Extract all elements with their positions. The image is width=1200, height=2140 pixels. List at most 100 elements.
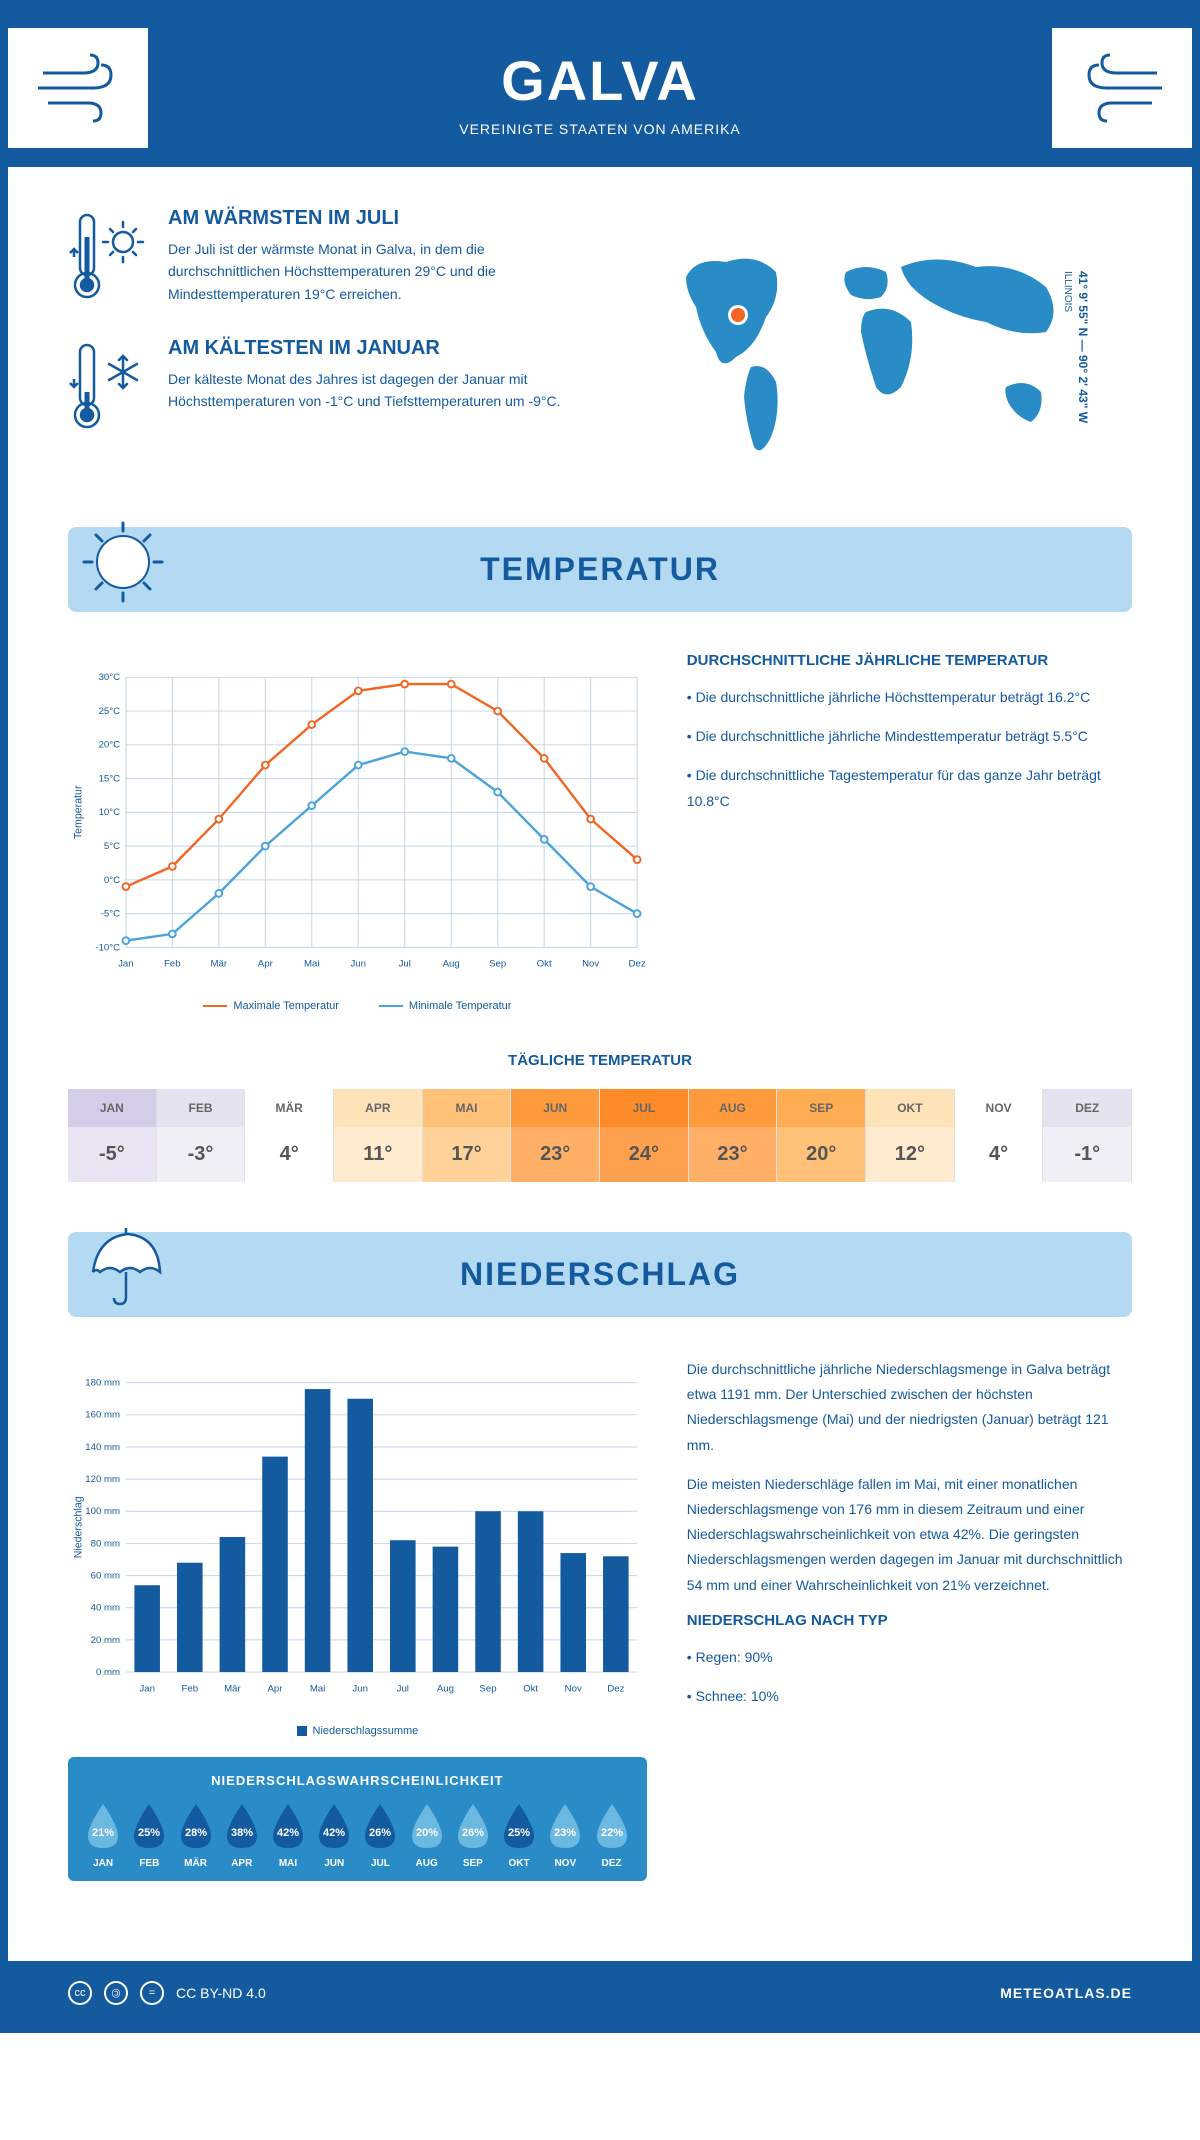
- temp-cell-month: JUL: [600, 1089, 689, 1127]
- sun-icon: [78, 517, 158, 597]
- svg-text:Dez: Dez: [607, 1683, 624, 1694]
- prob-month-label: MAI: [267, 1858, 309, 1869]
- prob-item: 38%APR: [221, 1800, 263, 1869]
- prob-month-label: AUG: [406, 1858, 448, 1869]
- temp-cell-value: 11°: [334, 1127, 423, 1182]
- temp-cell-value: 20°: [777, 1127, 866, 1182]
- temp-cell: FEB-3°: [157, 1089, 246, 1182]
- temp-cell-month: JUN: [511, 1089, 600, 1127]
- umbrella-icon: [78, 1222, 158, 1302]
- temperature-title-bar: TEMPERATUR: [68, 527, 1132, 612]
- temp-cell-value: -3°: [157, 1127, 246, 1182]
- prob-row: 21%JAN25%FEB28%MÄR38%APR42%MAI42%JUN26%J…: [80, 1800, 635, 1869]
- svg-text:Jan: Jan: [118, 959, 134, 970]
- raindrop-icon: 42%: [267, 1800, 309, 1852]
- svg-text:120 mm: 120 mm: [85, 1474, 120, 1485]
- temp-cell-value: 23°: [689, 1127, 778, 1182]
- temp-info-title: DURCHSCHNITTLICHE JÄHRLICHE TEMPERATUR: [687, 652, 1132, 669]
- temp-cell-month: NOV: [955, 1089, 1044, 1127]
- temp-cell: NOV4°: [955, 1089, 1044, 1182]
- temp-chart-col: -10°C-5°C0°C5°C10°C15°C20°C25°C30°CJanFe…: [68, 652, 647, 1012]
- prob-month-label: SEP: [452, 1858, 494, 1869]
- svg-text:23%: 23%: [554, 1827, 576, 1839]
- temp-cell-month: MAI: [423, 1089, 512, 1127]
- prob-month-label: JAN: [82, 1858, 124, 1869]
- svg-text:0°C: 0°C: [104, 875, 120, 886]
- svg-text:25%: 25%: [138, 1827, 160, 1839]
- warmest-block: AM WÄRMSTEN IM JULI Der Juli ist der wär…: [68, 207, 580, 307]
- prob-item: 42% MAI: [267, 1800, 309, 1869]
- temp-cell: APR11°: [334, 1089, 423, 1182]
- prob-month-label: FEB: [128, 1858, 170, 1869]
- svg-text:180 mm: 180 mm: [85, 1378, 120, 1389]
- svg-text:5°C: 5°C: [104, 841, 120, 852]
- svg-text:Okt: Okt: [537, 959, 552, 970]
- temp-cell: MAI17°: [423, 1089, 512, 1182]
- temp-cell-month: SEP: [777, 1089, 866, 1127]
- daily-temp-title: TÄGLICHE TEMPERATUR: [68, 1052, 1132, 1069]
- temp-cell: DEZ-1°: [1043, 1089, 1132, 1182]
- raindrop-icon: 21%: [82, 1800, 124, 1852]
- svg-text:28%: 28%: [185, 1827, 207, 1839]
- precip-title-bar: NIEDERSCHLAG: [68, 1232, 1132, 1317]
- coldest-desc: Der kälteste Monat des Jahres ist dagege…: [168, 368, 580, 413]
- temp-cell-value: 23°: [511, 1127, 600, 1182]
- temp-cell: JUN23°: [511, 1089, 600, 1182]
- temp-cell: MÄR4°: [245, 1089, 334, 1182]
- main-content: AM WÄRMSTEN IM JULI Der Juli ist der wär…: [8, 167, 1192, 1961]
- temp-cell-month: JAN: [68, 1089, 157, 1127]
- svg-text:-5°C: -5°C: [101, 909, 120, 920]
- legend-precip: Niederschlagssumme: [297, 1725, 419, 1737]
- prob-month-label: APR: [221, 1858, 263, 1869]
- svg-text:Feb: Feb: [181, 1683, 198, 1694]
- country-subtitle: VEREINIGTE STAATEN VON AMERIKA: [68, 121, 1132, 137]
- svg-text:26%: 26%: [462, 1827, 484, 1839]
- svg-text:Okt: Okt: [523, 1683, 538, 1694]
- temp-cell-month: AUG: [689, 1089, 778, 1127]
- raindrop-icon: 26%: [359, 1800, 401, 1852]
- footer: cc 🄯 = CC BY-ND 4.0 METEOATLAS.DE: [8, 1961, 1192, 2025]
- legend-min: Minimale Temperatur: [379, 1000, 512, 1012]
- precip-probability-box: NIEDERSCHLAGSWAHRSCHEINLICHKEIT 21%JAN25…: [68, 1757, 647, 1881]
- prob-month-label: NOV: [544, 1858, 586, 1869]
- svg-text:25°C: 25°C: [99, 706, 121, 717]
- temp-cell-month: OKT: [866, 1089, 955, 1127]
- license-text: CC BY-ND 4.0: [176, 1985, 266, 2001]
- raindrop-icon: 25%: [128, 1800, 170, 1852]
- raindrop-icon: 23%: [544, 1800, 586, 1852]
- svg-text:15°C: 15°C: [99, 773, 121, 784]
- temp-cell-value: 4°: [245, 1127, 334, 1182]
- temp-bullet: • Die durchschnittliche Tagestemperatur …: [687, 763, 1132, 813]
- svg-text:Nov: Nov: [565, 1683, 582, 1694]
- temp-cell: JAN-5°: [68, 1089, 157, 1182]
- temp-bullet: • Die durchschnittliche jährliche Mindes…: [687, 724, 1132, 749]
- wind-icon-right: [1052, 28, 1192, 148]
- svg-text:42%: 42%: [277, 1827, 299, 1839]
- precip-type-item: • Regen: 90%: [687, 1645, 1132, 1670]
- coordinates: 41° 9' 55" N — 90° 2' 43" W ILLINOIS: [1062, 271, 1090, 423]
- temp-cell-month: DEZ: [1043, 1089, 1132, 1127]
- precip-chart-row: 0 mm20 mm40 mm60 mm80 mm100 mm120 mm140 …: [68, 1357, 1132, 1881]
- svg-text:40 mm: 40 mm: [91, 1603, 120, 1614]
- svg-text:25%: 25%: [508, 1827, 530, 1839]
- coldest-block: AM KÄLTESTEN IM JANUAR Der kälteste Mona…: [68, 337, 580, 437]
- svg-text:60 mm: 60 mm: [91, 1570, 120, 1581]
- prob-item: 22%DEZ: [591, 1800, 633, 1869]
- svg-text:20%: 20%: [416, 1827, 438, 1839]
- raindrop-icon: 42%: [313, 1800, 355, 1852]
- temp-cell: SEP20°: [777, 1089, 866, 1182]
- temperature-heading: TEMPERATUR: [98, 551, 1102, 588]
- svg-text:Feb: Feb: [164, 959, 181, 970]
- cc-icon: cc: [68, 1981, 92, 2005]
- temp-cell-value: 17°: [423, 1127, 512, 1182]
- svg-text:Jul: Jul: [397, 1683, 409, 1694]
- svg-text:Jul: Jul: [399, 959, 411, 970]
- svg-text:Jun: Jun: [352, 1683, 368, 1694]
- precip-type-item: • Schnee: 10%: [687, 1684, 1132, 1709]
- svg-text:Sep: Sep: [479, 1683, 496, 1694]
- svg-text:Temperatur: Temperatur: [73, 785, 85, 839]
- precip-legend: Niederschlagssumme: [68, 1725, 647, 1737]
- nd-icon: =: [140, 1981, 164, 2005]
- prob-month-label: DEZ: [591, 1858, 633, 1869]
- svg-text:Sep: Sep: [489, 959, 506, 970]
